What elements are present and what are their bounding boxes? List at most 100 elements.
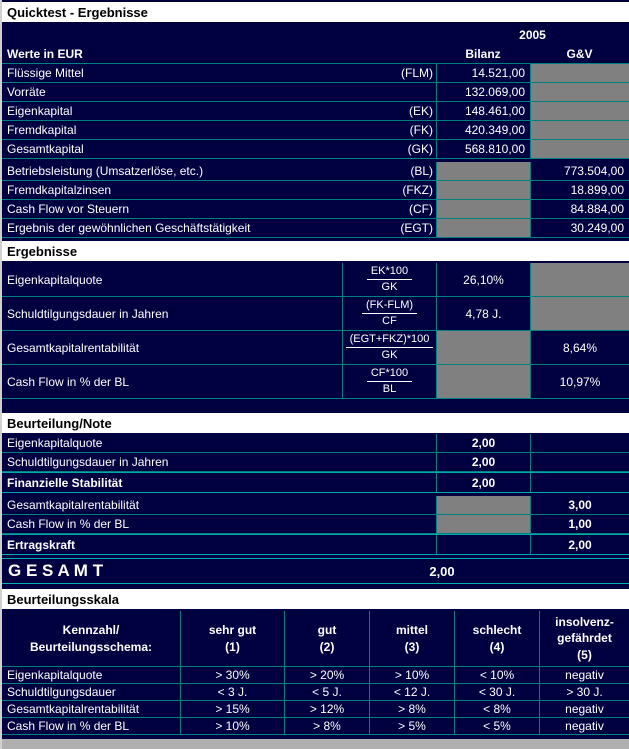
skala-header-row: Kennzahl/ Beurteilungsschema: sehr gut (… [2, 611, 629, 667]
bilanz-disabled-cell [436, 331, 530, 364]
note-label: Eigenkapitalquote [7, 436, 103, 450]
skala-row: Gesamtkapitalrentabilität > 15% > 12% > … [2, 701, 629, 718]
guv-value-cell[interactable]: 84.884,00 [530, 200, 629, 218]
bilanz-value-cell[interactable]: 148.461,00 [436, 102, 530, 120]
ratio-result-cell: 8,64% [530, 331, 629, 364]
ratio-label: Eigenkapitalquote [7, 272, 103, 287]
skala-cell: negativ [539, 667, 629, 683]
formula-denominator: GK [381, 349, 398, 361]
table-row: Flüssige Mittel (FLM) 14.521,00 [2, 64, 629, 83]
row-label: Betriebsleistung (Umsatzerlöse, etc.) [7, 164, 204, 178]
row-label: Gesamtkapital [7, 142, 84, 156]
note-value-cell: 2,00 [530, 535, 629, 554]
row-label: Fremdkapitalzinsen [7, 183, 112, 197]
guv-value-cell[interactable]: 30.249,00 [530, 219, 629, 237]
table-row: Fremdkapitalzinsen (FKZ) 18.899,00 [2, 181, 629, 200]
ratio-result-cell: 4,78 J. [436, 297, 530, 330]
bilanz-value-cell[interactable]: 420.349,00 [436, 121, 530, 139]
ratio-row: Schuldtilgungsdauer in Jahren (FK-FLM) C… [2, 297, 629, 331]
skala-header-insolvenzgefaehrdet: insolvenz- gefährdet (5) [539, 611, 629, 666]
bilanz-disabled-cell [436, 365, 530, 398]
row-abbr [376, 83, 436, 101]
note-label: Finanzielle Stabilität [7, 475, 123, 490]
note-label: Cash Flow in % der BL [7, 517, 130, 531]
row-label: Ergebnis der gewöhnlichen Geschäftstätig… [7, 221, 251, 235]
guv-value-cell[interactable]: 18.899,00 [530, 181, 629, 199]
section-header-beurteilungsskala: Beurteilungsskala [2, 589, 629, 609]
formula-denominator: GK [381, 281, 398, 293]
ratio-result-cell: 10,97% [530, 365, 629, 398]
row-abbr: (CF) [409, 202, 433, 216]
bilanz-value-cell[interactable]: 132.069,00 [436, 83, 530, 101]
guv-disabled-cell [530, 263, 629, 296]
skala-header-mittel: mittel (3) [369, 611, 454, 666]
skala-cell: > 10% [369, 667, 454, 683]
ratio-label: Gesamtkapitalrentabilität [7, 340, 140, 355]
bilanz-value-cell[interactable]: 14.521,00 [436, 64, 530, 82]
werte-in-eur-label: Werte in EUR [7, 46, 83, 61]
skala-cell: > 30% [180, 667, 284, 683]
formula-numerator: EK*100 [366, 265, 413, 280]
formula-numerator: CF*100 [366, 367, 413, 382]
skala-cell: > 30 J. [539, 684, 629, 700]
row-label: Vorräte [7, 85, 46, 99]
skala-cell: negativ [539, 718, 629, 734]
guv-empty-cell [530, 473, 629, 492]
note-label: Ertragskraft [7, 537, 76, 552]
guv-disabled-cell [530, 297, 629, 330]
row-abbr: (FK) [409, 123, 433, 137]
skala-cell: < 30 J. [454, 684, 539, 700]
row-abbr: (EGT) [400, 221, 433, 235]
note-value-cell: 1,00 [530, 515, 629, 533]
row-abbr: (FLM) [401, 66, 433, 80]
bilanz-disabled-cell [436, 181, 530, 199]
row-label: Eigenkapital [7, 104, 73, 118]
bilanz-value-cell[interactable]: 568.810,00 [436, 140, 530, 158]
sheet-title: Quicktest - Ergebnisse [2, 2, 629, 22]
skala-header-gut: gut (2) [284, 611, 369, 666]
skala-cell: negativ [539, 701, 629, 717]
skala-cell: < 3 J. [180, 684, 284, 700]
skala-row: Cash Flow in % der BL > 10% > 8% > 5% < … [2, 718, 629, 735]
gesamt-value: 2,00 [429, 563, 455, 579]
section-header-ergebnisse: Ergebnisse [2, 241, 629, 261]
formula-numerator: (EGT+FKZ)*100 [345, 333, 434, 348]
row-label: Flüssige Mittel [7, 66, 84, 80]
year-label: 2005 [519, 28, 546, 42]
skala-row: Eigenkapitalquote > 30% > 20% > 10% < 10… [2, 667, 629, 684]
note-label: Gesamtkapitalrentabilität [7, 498, 140, 512]
ratio-label: Schuldtilgungsdauer in Jahren [7, 306, 169, 321]
skala-cell: > 8% [284, 718, 369, 734]
ratio-row: Gesamtkapitalrentabilität (EGT+FKZ)*100 … [2, 331, 629, 365]
ratio-row: Cash Flow in % der BL CF*100 BL 10,97% [2, 365, 629, 399]
skala-cell: > 5% [369, 718, 454, 734]
skala-header-sehr-gut: sehr gut (1) [180, 611, 284, 666]
skala-row-label: Gesamtkapitalrentabilität [7, 701, 140, 716]
skala-cell: > 12% [284, 701, 369, 717]
note-row: Cash Flow in % der BL 1,00 [2, 515, 629, 534]
formula-fraction: (EGT+FKZ)*100 GK [342, 331, 436, 364]
formula-fraction: CF*100 BL [342, 365, 436, 398]
row-abbr: (BL) [410, 164, 433, 178]
table-row: Betriebsleistung (Umsatzerlöse, etc.) (B… [2, 162, 629, 181]
bilanz-disabled-cell [436, 200, 530, 218]
gesamt-label: G E S A M T [8, 561, 104, 580]
table-row: Vorräte 132.069,00 [2, 83, 629, 102]
skala-cell: < 10% [454, 667, 539, 683]
window-bottom-edge [2, 739, 629, 749]
bilanz-empty-cell [436, 535, 530, 554]
note-value-cell: 2,00 [436, 434, 530, 452]
bilanz-column-header: Bilanz [465, 46, 501, 61]
skala-cell: > 8% [369, 701, 454, 717]
row-abbr: (GK) [407, 142, 433, 156]
ratio-row: Eigenkapitalquote EK*100 GK 26,10% [2, 263, 629, 297]
skala-row-label: Eigenkapitalquote [7, 667, 103, 682]
guv-value-cell[interactable]: 773.504,00 [530, 162, 629, 180]
skala-cell: > 15% [180, 701, 284, 717]
table-row: Gesamtkapital (GK) 568.810,00 [2, 140, 629, 159]
skala-row-label: Schuldtilgungsdauer [7, 684, 116, 699]
note-row: Gesamtkapitalrentabilität 3,00 [2, 496, 629, 515]
column-header-row: Werte in EUR Bilanz G&V [2, 44, 629, 64]
note-value-cell: 3,00 [530, 496, 629, 514]
